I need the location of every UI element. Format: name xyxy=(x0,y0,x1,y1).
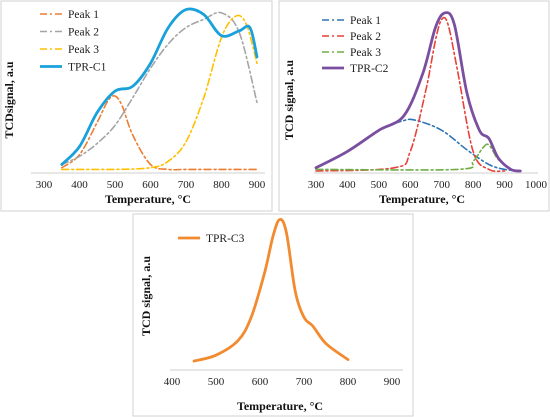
c3-series-line xyxy=(192,218,350,363)
c1-legend: Peak 1 Peak 2 Peak 3 TPR-C1 xyxy=(40,9,107,74)
c1-x-tick-label: 300 xyxy=(36,179,53,191)
c2-legend-label: Peak 1 xyxy=(350,15,381,27)
c1-series-line xyxy=(61,95,258,171)
c1-series-line xyxy=(61,14,258,171)
c2-x-tick-label: 400 xyxy=(339,179,356,191)
c1-ticks: 300 400 500 600 700 800 900 xyxy=(36,179,266,191)
c3-series xyxy=(192,218,350,363)
c2-x-tick-label: 900 xyxy=(496,179,513,191)
c1-series-line xyxy=(61,11,258,166)
c1-legend-label: Peak 3 xyxy=(68,44,99,56)
c3-x-tick-label: 500 xyxy=(208,376,225,388)
c2-x-tick-label: 600 xyxy=(402,179,419,191)
c1-legend-label: Peak 2 xyxy=(68,27,99,39)
chart-c1: 300 400 500 600 700 800 900 Peak 1 Peak 2 Peak 3… xyxy=(0,0,273,212)
c1-x-tick-label: 800 xyxy=(213,179,230,191)
c1-x-tick-label: 400 xyxy=(71,179,88,191)
c2-ticks: 300 400 500 600 700 800 900 1000 xyxy=(308,179,548,191)
c3-ticks: 400 500 600 700 800 900 xyxy=(164,376,401,388)
c2-series-line xyxy=(315,16,506,173)
c1-series xyxy=(60,7,259,171)
c2-x-tick-label: 700 xyxy=(433,179,450,191)
c2-legend-label: Peak 2 xyxy=(350,31,381,43)
c3-frame xyxy=(132,213,414,417)
c2-series-line xyxy=(314,11,522,173)
c3-y-label: TCD signal, a.u xyxy=(139,256,153,336)
c2-series xyxy=(314,11,522,173)
c3-x-label: Temperature, °C xyxy=(237,399,323,413)
c1-x-tick-label: 600 xyxy=(142,179,159,191)
c3-x-tick-label: 700 xyxy=(296,376,313,388)
c1-x-tick-label: 500 xyxy=(107,179,124,191)
c2-legend: Peak 1 Peak 2 Peak 3 TPR-C2 xyxy=(322,15,389,75)
c2-x-tick-label: 500 xyxy=(371,179,388,191)
c1-legend-label: Peak 1 xyxy=(68,9,99,21)
c3-x-tick-label: 900 xyxy=(384,376,401,388)
c2-x-tick-label: 800 xyxy=(465,179,482,191)
chart-c3: 400 500 600 700 800 900 TPR-C3 Temperature, °… xyxy=(132,213,414,417)
c2-legend-label: Peak 3 xyxy=(350,47,381,59)
c3-x-tick-label: 600 xyxy=(252,376,269,388)
c1-series-line xyxy=(60,7,259,166)
c1-y-label: TCDsignal, a.u xyxy=(2,61,16,138)
c2-x-tick-label: 300 xyxy=(308,179,325,191)
c1-x-tick-label: 700 xyxy=(178,179,195,191)
c3-legend-label: TPR-C3 xyxy=(206,233,245,245)
c2-y-label: TCD signal, a.u xyxy=(282,60,296,140)
c1-legend-label: TPR-C1 xyxy=(68,62,107,74)
c3-x-tick-label: 800 xyxy=(340,376,357,388)
c3-legend: TPR-C3 xyxy=(178,233,245,245)
c2-legend-label: TPR-C2 xyxy=(350,63,389,75)
c2-series-line xyxy=(315,143,512,171)
c1-x-tick-label: 900 xyxy=(249,179,266,191)
c3-x-tick-label: 400 xyxy=(164,376,181,388)
c2-frame xyxy=(278,0,550,212)
c1-frame xyxy=(0,0,273,212)
c1-x-label: Temperature, °C xyxy=(105,192,191,206)
c2-x-tick-label: 1000 xyxy=(525,179,548,191)
c2-x-label: Temperature, °C xyxy=(379,192,465,206)
